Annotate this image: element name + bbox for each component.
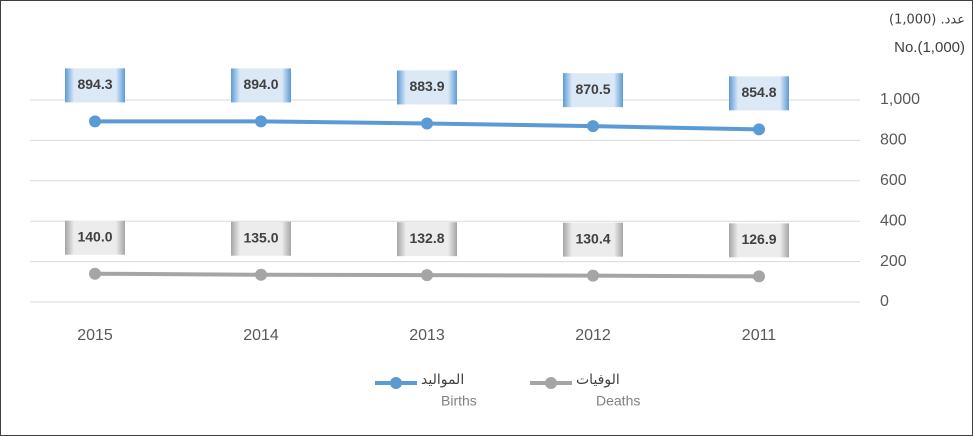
y-tick-label: 1,000 (880, 91, 920, 108)
value-label-box (65, 68, 125, 103)
value-label-box (65, 220, 125, 255)
value-label-box (729, 223, 789, 258)
x-tick-label: 2015 (77, 327, 113, 344)
legend-label-ar: المواليد (421, 372, 464, 388)
point (753, 270, 765, 283)
point (587, 120, 599, 133)
x-tick-label: 2012 (575, 327, 611, 344)
value-label-box (231, 68, 291, 103)
y-axis-label-ar: عدد. (1,000) (889, 13, 965, 28)
point (421, 269, 433, 282)
value-label: 130.4 (575, 230, 610, 246)
y-tick-label: 200 (880, 253, 907, 270)
value-label-box (563, 222, 623, 257)
x-tick-label: 2014 (243, 327, 279, 344)
x-tick-label: 2011 (742, 327, 777, 344)
legend-label: Births (441, 393, 477, 409)
legend-marker (390, 377, 402, 389)
value-label: 126.9 (741, 231, 776, 247)
value-label-box (231, 221, 291, 256)
x-tick-label: 2013 (409, 327, 445, 344)
point (89, 115, 101, 128)
value-label-box (397, 70, 457, 105)
point (255, 268, 267, 281)
legend-marker (545, 377, 557, 389)
point (421, 117, 433, 130)
value-label-box (563, 73, 623, 108)
point (587, 269, 599, 282)
value-label: 854.8 (741, 84, 776, 100)
value-label: 132.8 (409, 230, 444, 246)
value-label: 894.0 (243, 76, 278, 92)
legend-label-ar: الوفيات (576, 372, 620, 388)
value-label: 140.0 (77, 228, 112, 244)
point (89, 267, 101, 280)
legend-label: Deaths (596, 393, 640, 409)
y-tick-label: 400 (880, 212, 907, 229)
value-label-box (729, 76, 789, 111)
y-tick-label: 0 (880, 293, 889, 310)
y-tick-label: 800 (880, 132, 907, 149)
value-label-box (397, 222, 457, 257)
point (255, 115, 267, 128)
point (753, 123, 765, 136)
y-axis-label: No.(1,000) (894, 39, 965, 56)
value-label: 135.0 (243, 229, 278, 245)
value-label: 883.9 (409, 78, 444, 94)
y-tick-label: 600 (880, 172, 907, 189)
value-label: 894.3 (77, 76, 112, 92)
value-label: 870.5 (575, 81, 610, 97)
